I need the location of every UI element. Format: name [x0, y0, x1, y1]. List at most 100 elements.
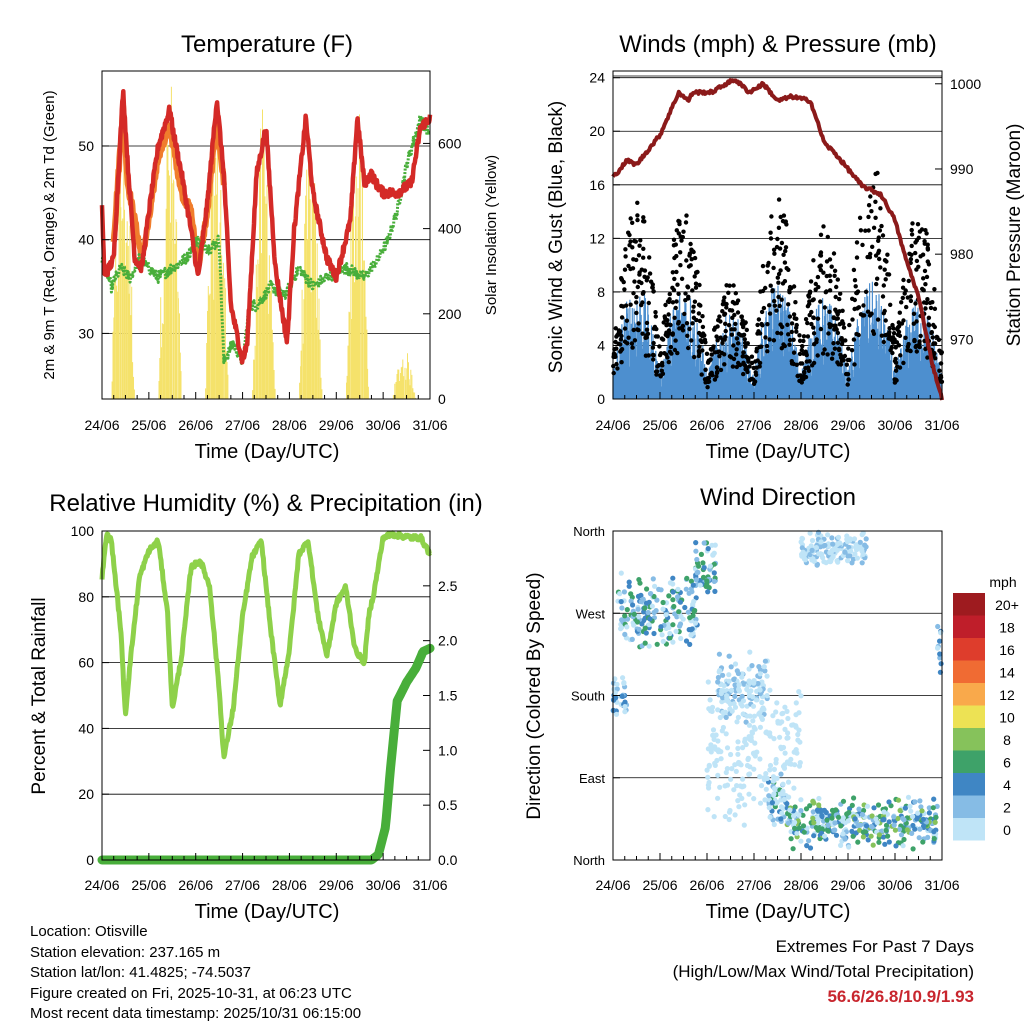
- gust-point: [724, 305, 729, 310]
- gust-point: [897, 365, 903, 370]
- gust-point: [809, 321, 814, 327]
- direction-point: [688, 627, 694, 633]
- x-tick-label: 30/06: [366, 877, 401, 893]
- gust-point: [876, 238, 881, 243]
- direction-point: [757, 667, 764, 673]
- gust-point: [738, 333, 744, 338]
- direction-point: [684, 575, 690, 582]
- direction-point: [700, 574, 707, 580]
- direction-point: [671, 603, 677, 610]
- direction-point: [626, 583, 632, 589]
- gust-point: [877, 228, 883, 233]
- gust-point: [677, 219, 682, 224]
- gust-point: [692, 299, 698, 304]
- gust-point: [645, 275, 650, 280]
- gust-point: [653, 369, 659, 374]
- direction-point: [847, 553, 853, 559]
- direction-point: [697, 582, 703, 588]
- direction-point: [718, 756, 724, 762]
- gust-point: [768, 230, 773, 235]
- direction-point: [900, 843, 906, 849]
- direction-point: [830, 541, 836, 547]
- direction-point: [735, 798, 741, 804]
- gust-point: [687, 326, 692, 332]
- colorbar-label: 2: [1003, 800, 1011, 816]
- x-tick-label: 28/06: [272, 417, 307, 433]
- gust-point: [845, 372, 851, 377]
- gust-point: [891, 331, 897, 336]
- direction-point: [921, 823, 927, 829]
- gust-point: [835, 277, 840, 282]
- x-tick-label: 31/06: [412, 417, 447, 433]
- y-right-tick-label: 0.5: [438, 797, 458, 813]
- colorbar-label: 16: [999, 642, 1015, 658]
- gust-point: [628, 239, 633, 244]
- direction-point: [932, 819, 938, 825]
- direction-point: [757, 756, 763, 762]
- direction-point: [891, 814, 897, 820]
- direction-point: [779, 810, 785, 816]
- gust-point: [670, 285, 675, 290]
- gust-point: [922, 268, 928, 274]
- gust-point: [686, 294, 691, 299]
- gust-point: [832, 346, 838, 351]
- gust-point: [834, 327, 839, 332]
- gust-point: [893, 345, 898, 350]
- gust-point: [780, 324, 785, 330]
- gust-point: [830, 351, 835, 356]
- gust-point: [618, 348, 624, 353]
- direction-point: [785, 730, 791, 736]
- gust-point: [657, 352, 663, 358]
- speed-colorbar: mph 20+ 18 16 14 12 10 8 6 4 2 0: [953, 574, 1019, 841]
- direction-point: [771, 736, 777, 742]
- direction-point: [825, 822, 831, 829]
- gust-point: [865, 309, 871, 314]
- direction-point: [767, 814, 773, 820]
- gust-point: [666, 299, 672, 305]
- gust-point: [679, 238, 684, 243]
- x-tick-label: 30/06: [877, 417, 912, 433]
- direction-point: [646, 622, 652, 628]
- gust-point: [930, 335, 935, 340]
- gust-point: [623, 303, 629, 308]
- gust-point: [743, 344, 748, 349]
- gust-point: [831, 251, 837, 256]
- direction-point: [634, 619, 641, 625]
- gust-point: [647, 255, 652, 260]
- direction-point: [835, 814, 842, 820]
- gust-point: [622, 267, 628, 272]
- direction-point: [763, 729, 770, 735]
- gust-point: [619, 315, 625, 320]
- direction-point: [822, 833, 828, 839]
- direction-point: [698, 551, 705, 558]
- direction-point: [791, 813, 797, 819]
- gust-point: [780, 281, 786, 286]
- direction-point: [782, 750, 788, 756]
- temperature-series: [99, 86, 433, 399]
- gust-point: [642, 219, 647, 224]
- colorbar-label: 8: [1003, 732, 1011, 748]
- direction-point: [728, 776, 734, 782]
- gust-point: [717, 354, 722, 359]
- direction-point: [746, 791, 752, 797]
- direction-point: [732, 661, 739, 667]
- x-tick-label: 24/06: [84, 417, 119, 433]
- gust-point: [885, 272, 890, 277]
- gust-point: [776, 225, 782, 230]
- y-tick-label: East: [579, 771, 605, 786]
- gust-point: [631, 291, 636, 296]
- direction-point: [931, 836, 937, 842]
- direction-point: [729, 766, 735, 772]
- gust-point: [789, 329, 794, 335]
- gust-point: [820, 351, 826, 356]
- direction-point: [618, 570, 624, 576]
- direction-point: [916, 835, 922, 841]
- gust-point: [908, 257, 914, 262]
- direction-point: [833, 807, 839, 813]
- gust-point: [828, 278, 833, 284]
- colorbar-swatch: [953, 705, 985, 728]
- direction-point: [735, 745, 741, 752]
- direction-point: [770, 713, 776, 719]
- gust-point: [809, 309, 814, 315]
- gust-point: [622, 339, 628, 344]
